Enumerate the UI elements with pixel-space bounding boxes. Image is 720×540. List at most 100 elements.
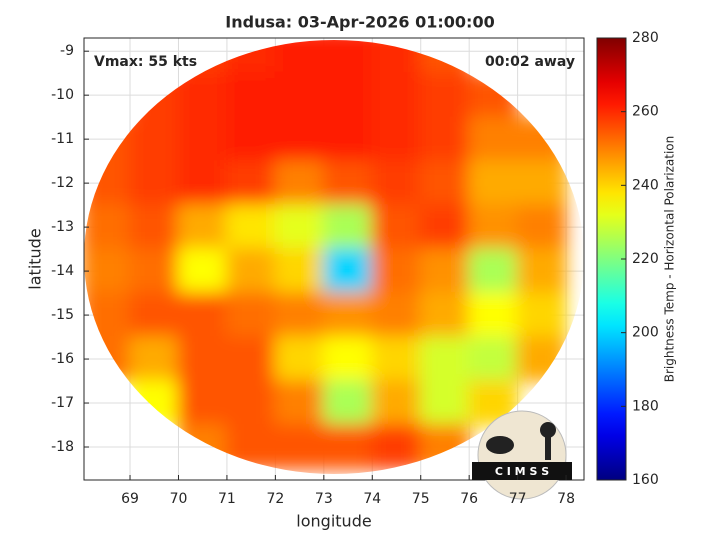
heat-cell (177, 292, 228, 339)
colorbar-tick-label: 240 (632, 177, 659, 193)
heat-cell (225, 292, 277, 339)
heat-cell (177, 380, 228, 427)
heat-cell (468, 160, 519, 207)
heat-cell (274, 72, 325, 119)
x-tick-label: 74 (363, 491, 381, 507)
heat-cell (516, 160, 568, 207)
heat-cell (468, 116, 519, 163)
annotation: Vmax: 55 kts (94, 54, 197, 70)
heat-cell (225, 160, 277, 207)
colorbar-tick-label: 280 (632, 30, 659, 46)
heat-cell (371, 336, 422, 383)
heat-cell (468, 248, 519, 295)
logo-text: C I M S S (495, 465, 549, 478)
heat-cell (419, 116, 471, 163)
colorbar-tick-label: 220 (632, 251, 659, 267)
heat-cell (468, 336, 519, 383)
heat-cell (419, 336, 471, 383)
heat-cell (322, 292, 374, 339)
heat-cell (322, 160, 374, 207)
heat-cell (419, 248, 471, 295)
x-tick-label: 76 (460, 491, 478, 507)
heat-cell (371, 292, 422, 339)
heat-cell (274, 204, 325, 251)
heat-cell (177, 204, 228, 251)
heat-cell (177, 160, 228, 207)
heat-cell (419, 72, 471, 119)
x-tick-label: 71 (218, 491, 236, 507)
heat-cell (274, 160, 325, 207)
plot-frame (83, 37, 585, 481)
annotation: 00:02 away (485, 54, 575, 70)
y-tick-label: -9 (60, 43, 74, 59)
colorbar-tick-label: 160 (632, 472, 659, 488)
heat-cell (84, 248, 132, 295)
y-tick-label: -15 (51, 307, 74, 323)
heat-cell (274, 336, 325, 383)
y-tick-label: -12 (51, 175, 74, 191)
heat-cell (516, 204, 568, 251)
heat-cell (129, 160, 180, 207)
heat-cell (371, 204, 422, 251)
y-tick-label: -11 (51, 131, 74, 147)
x-tick-label: 75 (412, 491, 430, 507)
heat-cell (322, 380, 374, 427)
heat-cell (177, 248, 228, 295)
x-tick-label: 69 (121, 491, 139, 507)
heat-cell (371, 116, 422, 163)
heat-cell (129, 204, 180, 251)
x-axis-label: longitude (296, 512, 371, 531)
heat-cell (322, 40, 374, 75)
heat-cell (129, 292, 180, 339)
heat-cell (274, 248, 325, 295)
heat-cell (274, 292, 325, 339)
heat-cell (516, 292, 568, 339)
y-tick-label: -18 (51, 439, 74, 455)
y-tick-label: -14 (51, 263, 74, 279)
y-tick-label: -17 (51, 395, 74, 411)
heat-cell (419, 380, 471, 427)
heat-cell (274, 116, 325, 163)
heat-cell (371, 424, 422, 471)
heat-cell (225, 336, 277, 383)
heat-cell (225, 72, 277, 119)
heat-cell (371, 248, 422, 295)
heat-cell (419, 160, 471, 207)
heat-cell (322, 248, 374, 295)
heat-cell (177, 336, 228, 383)
x-tick-label: 77 (509, 491, 527, 507)
heat-cell (129, 336, 180, 383)
heat-cell (274, 380, 325, 427)
heat-cell (322, 116, 374, 163)
heat-cell (177, 116, 228, 163)
heat-cell (225, 380, 277, 427)
chart-title: Indusa: 03-Apr-2026 01:00:00 (225, 13, 494, 32)
heat-cell (274, 424, 325, 471)
logo: C I M S S (472, 410, 572, 500)
y-axis-label: latitude (26, 228, 45, 289)
x-tick-label: 78 (557, 491, 575, 507)
heat-cell (516, 248, 568, 295)
heat-cell (84, 204, 132, 251)
heat-cell (371, 72, 422, 119)
heat-cell (468, 292, 519, 339)
y-tick-label: -13 (51, 219, 74, 235)
heat-cell (274, 40, 325, 75)
colorbar-tick-label: 200 (632, 325, 659, 341)
heat-cell (322, 424, 374, 471)
heat-cell (129, 116, 180, 163)
heat-cell (322, 72, 374, 119)
heat-cell (225, 116, 277, 163)
x-tick-label: 73 (315, 491, 333, 507)
heat-cell (322, 336, 374, 383)
y-tick-label: -16 (51, 351, 74, 367)
x-tick-label: 72 (266, 491, 284, 507)
heat-cell (371, 160, 422, 207)
y-tick-label: -10 (51, 87, 74, 103)
heat-cell (322, 204, 374, 251)
heat-cell (419, 292, 471, 339)
colorbar-tick-label: 180 (632, 398, 659, 414)
x-tick-label: 70 (170, 491, 188, 507)
heat-cell (129, 248, 180, 295)
